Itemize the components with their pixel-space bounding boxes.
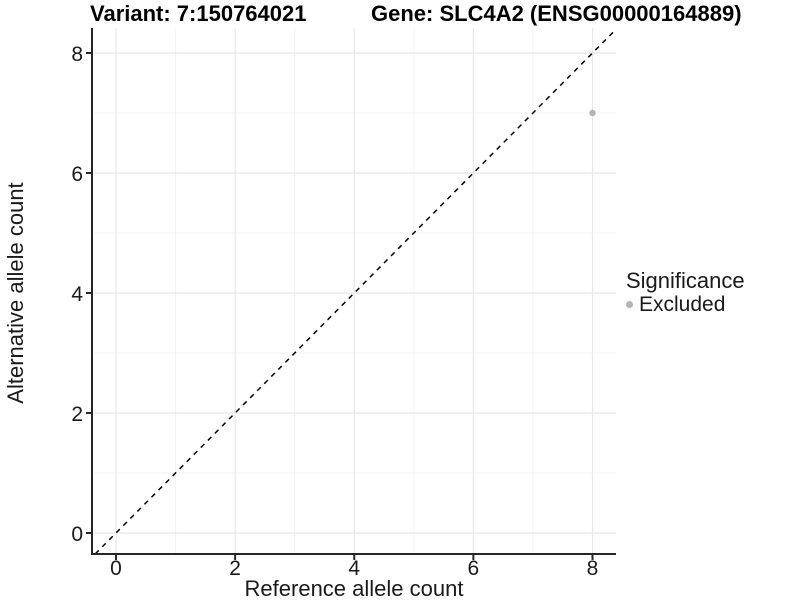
y-tick-label: 0 bbox=[71, 523, 83, 546]
legend-item-label: Excluded bbox=[639, 293, 726, 316]
x-tick-label: 6 bbox=[468, 557, 480, 580]
y-tick-label: 4 bbox=[71, 283, 83, 306]
variant-title: Variant: 7:150764021 bbox=[90, 1, 307, 26]
x-tick-label: 4 bbox=[348, 557, 360, 580]
y-tick-label: 6 bbox=[71, 163, 83, 186]
gene-title: Gene: SLC4A2 (ENSG00000164889) bbox=[371, 1, 742, 26]
x-tick-label: 2 bbox=[229, 557, 241, 580]
legend: Significance Excluded bbox=[626, 269, 745, 316]
data-point bbox=[589, 109, 596, 117]
legend-item-excluded: Excluded bbox=[626, 293, 745, 316]
y-tick-label: 8 bbox=[71, 43, 83, 66]
y-axis-title: Alternative allele count bbox=[3, 182, 28, 404]
identity-reference-line bbox=[94, 28, 617, 555]
excluded-point-icon bbox=[626, 301, 633, 308]
x-tick-label: 0 bbox=[110, 557, 122, 580]
y-tick-label: 2 bbox=[71, 403, 83, 426]
x-axis-title: Reference allele count bbox=[244, 576, 464, 600]
legend-title: Significance bbox=[626, 268, 745, 293]
x-tick-label: 8 bbox=[587, 557, 599, 580]
